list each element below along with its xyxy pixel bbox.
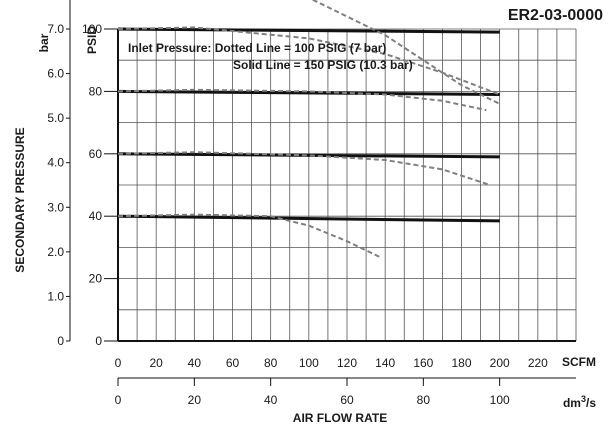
y-unit-bar: bar (37, 33, 51, 52)
solid-series-line-2 (117, 152, 500, 159)
y-tick-bar-label: 6.0 (47, 67, 64, 81)
x-tick-dm3s-label: 20 (188, 393, 202, 407)
y-tick-psid-label: 60 (89, 147, 103, 161)
x-axis-label: AIR FLOW RATE (293, 411, 387, 425)
y-axis-label: SECONDARY PRESSURE (13, 127, 27, 272)
x-tick-scfm-label: 40 (188, 356, 202, 370)
x-tick-scfm-label: 160 (413, 356, 433, 370)
x-tick-scfm-label: 60 (226, 356, 240, 370)
x-tick-dm3s-label: 100 (490, 393, 510, 407)
y-tick-bar-label: 0 (57, 334, 64, 348)
y-unit-psid: PSID (85, 26, 99, 54)
solid-series-line-4 (117, 27, 500, 34)
x-tick-scfm-label: 120 (337, 356, 357, 370)
y-tick-psid-label: 0 (95, 334, 102, 348)
x-tick-dm3s-label: 40 (264, 393, 278, 407)
dotted-series-line-4 (117, 26, 501, 96)
x-tick-scfm-label: 20 (149, 356, 163, 370)
dotted-series-line-5 (311, 0, 501, 105)
solid-series-line-1 (117, 214, 500, 223)
x-tick-scfm-label: 80 (264, 356, 278, 370)
y-tick-bar-label: 3.0 (47, 200, 64, 214)
y-tick-bar-label: 4.0 (47, 156, 64, 170)
x-tick-scfm-label: 100 (299, 356, 319, 370)
annotation-line-2: Solid Line = 150 PSIG (10.3 bar) (233, 58, 413, 72)
dotted-series-line-3 (117, 88, 487, 112)
x-tick-dm3s-label: 0 (115, 393, 122, 407)
x-tick-scfm-label: 140 (375, 356, 395, 370)
x-tick-dm3s-label: 60 (340, 393, 354, 407)
data-lines (117, 0, 501, 258)
y-tick-bar-label: 7.0 (47, 22, 64, 36)
annotation-line-1: Inlet Pressure: Dotted Line = 100 PSIG (… (128, 41, 386, 55)
y-tick-bar-label: 2.0 (47, 245, 64, 259)
y-tick-bar-label: 1.0 (47, 289, 64, 303)
x-tick-scfm-label: 220 (528, 356, 548, 370)
solid-series-line-3 (117, 89, 500, 96)
chart-title: ER2-03-0000 (508, 7, 603, 24)
x-tick-scfm-label: 0 (115, 356, 122, 370)
y-tick-psid-label: 40 (89, 209, 103, 223)
ticks: 0 20 40 60 80 100 0 1.0 2.0 3.0 4.0 5.0 6.0 7.0 0 20 40 6… (47, 22, 548, 407)
x-unit-scfm: SCFM (562, 355, 596, 369)
x-tick-scfm-label: 180 (451, 356, 471, 370)
x-tick-dm3s-label: 80 (417, 393, 431, 407)
y-tick-psid-label: 20 (89, 272, 103, 286)
axes (69, 0, 576, 379)
x-unit-dm3s: dm3/s (563, 394, 596, 410)
y-tick-psid-label: 80 (89, 84, 103, 98)
dotted-series-line-1 (117, 213, 380, 258)
x-tick-scfm-label: 200 (490, 356, 510, 370)
grid (117, 28, 577, 342)
y-tick-psid-label: 100 (82, 22, 102, 36)
y-tick-bar-label: 5.0 (47, 111, 64, 125)
